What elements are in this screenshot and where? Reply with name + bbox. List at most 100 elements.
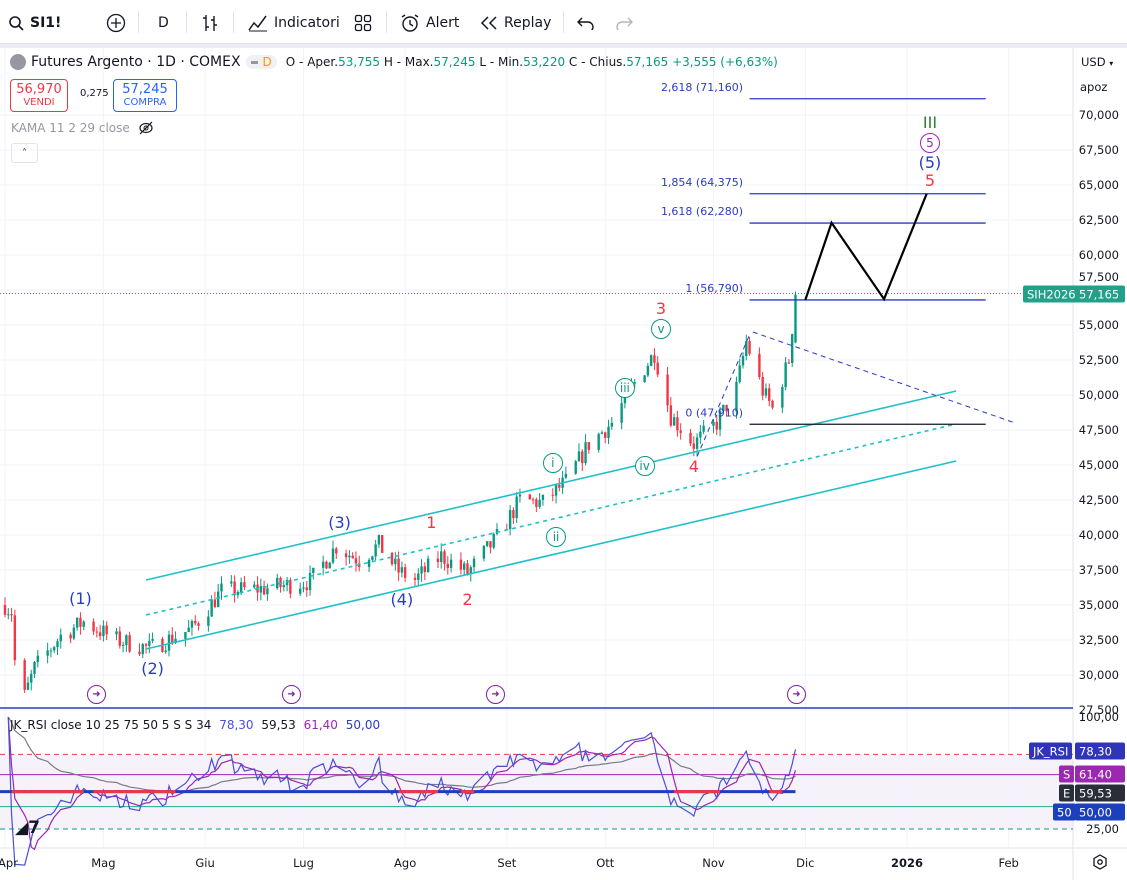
candle-body — [308, 573, 312, 591]
wave-label[interactable]: (5) — [918, 152, 942, 172]
wave-label[interactable]: iii — [614, 378, 635, 398]
candle — [764, 383, 768, 399]
kama-legend[interactable]: KAMA 11 2 29 close — [11, 121, 154, 135]
last-price-tag: 57,165 — [1075, 285, 1125, 303]
candle-body — [771, 400, 774, 408]
event-marker-icon[interactable]: ➜ — [787, 685, 806, 704]
candle — [312, 567, 315, 580]
candle — [344, 549, 348, 566]
wave-label[interactable]: v — [651, 319, 671, 339]
candle-body — [121, 645, 125, 647]
ema-name-tag: E — [1059, 784, 1075, 802]
buy-button[interactable]: 57,245 COMPRA — [113, 79, 177, 112]
level-name-tag: 50 — [1053, 803, 1076, 821]
candle-body — [381, 535, 384, 553]
wave-label[interactable]: i — [542, 452, 563, 473]
change-value: +3,555 (+6,63%) — [672, 55, 778, 69]
redo-button[interactable] — [615, 10, 633, 36]
candle — [535, 497, 538, 513]
undo-button[interactable] — [577, 10, 595, 36]
event-marker-icon[interactable]: ➜ — [87, 685, 106, 704]
wave-circle: iv — [634, 455, 655, 476]
wave-label[interactable]: 5 — [919, 132, 940, 153]
unit-label[interactable]: apoz — [1080, 80, 1108, 94]
bar-chart-icon — [203, 15, 217, 31]
candle-body — [148, 640, 151, 646]
candle-body — [151, 638, 154, 641]
channel-middle-line — [145, 423, 957, 616]
layouts-button[interactable] — [354, 10, 372, 36]
candle — [125, 634, 128, 652]
eye-hidden-icon[interactable] — [138, 121, 154, 135]
candle-body — [718, 410, 722, 430]
candle-body — [791, 334, 794, 363]
candle — [574, 459, 577, 475]
candle-body — [167, 634, 171, 651]
candle-body — [610, 422, 613, 427]
candle — [305, 580, 308, 597]
candle — [381, 535, 384, 553]
time-axis-label: Giu — [195, 856, 215, 870]
candle-body — [436, 558, 440, 563]
signal-name-tag: S — [1059, 765, 1075, 783]
interval-button[interactable]: D — [158, 10, 169, 36]
currency-selector[interactable]: USD ▾ — [1081, 55, 1113, 69]
price-axis-label: 30,000 — [1078, 668, 1119, 682]
candle — [551, 488, 554, 502]
candle — [33, 660, 36, 679]
candle — [354, 551, 358, 572]
wave-label[interactable]: ii — [546, 527, 567, 547]
event-marker-icon[interactable]: ➜ — [486, 685, 505, 704]
wave-label[interactable]: (2) — [141, 658, 164, 678]
wave-label[interactable]: (3) — [328, 513, 351, 532]
wave-label[interactable]: iv — [634, 455, 655, 476]
wave-label[interactable]: III — [922, 112, 938, 132]
alert-button[interactable]: Alert — [400, 10, 459, 36]
candle — [604, 431, 607, 444]
tradingview-logo[interactable]: ◢7 — [15, 818, 40, 838]
wave-label[interactable]: 5 — [924, 170, 936, 190]
symbol-search-button[interactable]: SI1! — [8, 10, 61, 36]
wave-label[interactable]: 3 — [655, 299, 667, 318]
rsi-axis-label: 25,00 — [1086, 821, 1119, 836]
candle-body — [443, 551, 446, 564]
candle — [217, 584, 220, 608]
candle — [672, 413, 676, 426]
candle-body — [128, 635, 131, 652]
time-axis-label: Set — [497, 856, 517, 870]
legend-title[interactable]: Futures Argento · 1D · COMEX — [31, 54, 241, 70]
compare-button[interactable] — [106, 10, 126, 36]
wave-label[interactable]: (4) — [390, 590, 414, 609]
candle-body — [725, 404, 728, 412]
wave-label[interactable]: 1 — [426, 513, 437, 532]
candle — [351, 552, 354, 559]
candle — [59, 628, 62, 649]
candle — [128, 631, 131, 653]
collapse-legend-button[interactable]: ˄ — [11, 143, 38, 163]
chart-type-button[interactable] — [201, 10, 219, 36]
indicators-button[interactable]: Indicatori — [248, 10, 340, 36]
candle — [92, 618, 95, 636]
candle-body — [666, 374, 669, 406]
wave-label[interactable]: 2 — [462, 590, 473, 609]
sell-button[interactable]: 56,970 VENDI — [10, 79, 68, 112]
high-label: H - Max. — [383, 55, 434, 69]
wave-label[interactable]: 4 — [688, 457, 699, 476]
event-marker-icon[interactable]: ➜ — [282, 685, 301, 704]
candle-body — [49, 650, 53, 652]
time-axis-label: Mag — [91, 856, 116, 870]
candle — [148, 633, 151, 654]
replay-button[interactable]: Replay — [480, 10, 551, 36]
wave-label[interactable]: (1) — [69, 588, 92, 608]
candle-body — [531, 499, 535, 501]
candle-body — [692, 443, 695, 449]
price-axis-label: 40,000 — [1078, 528, 1119, 542]
rsi-legend[interactable]: JK_RSI close 10 25 75 50 5 S S 34 78,30 … — [10, 718, 380, 732]
sell-label: VENDI — [23, 96, 55, 108]
candle-body — [36, 655, 39, 662]
market-status-badge[interactable]: D — [245, 55, 277, 69]
settings-button[interactable] — [1092, 854, 1108, 874]
fib-level-label: 2,618 (71,160) — [661, 81, 743, 94]
candle-body — [194, 620, 197, 624]
